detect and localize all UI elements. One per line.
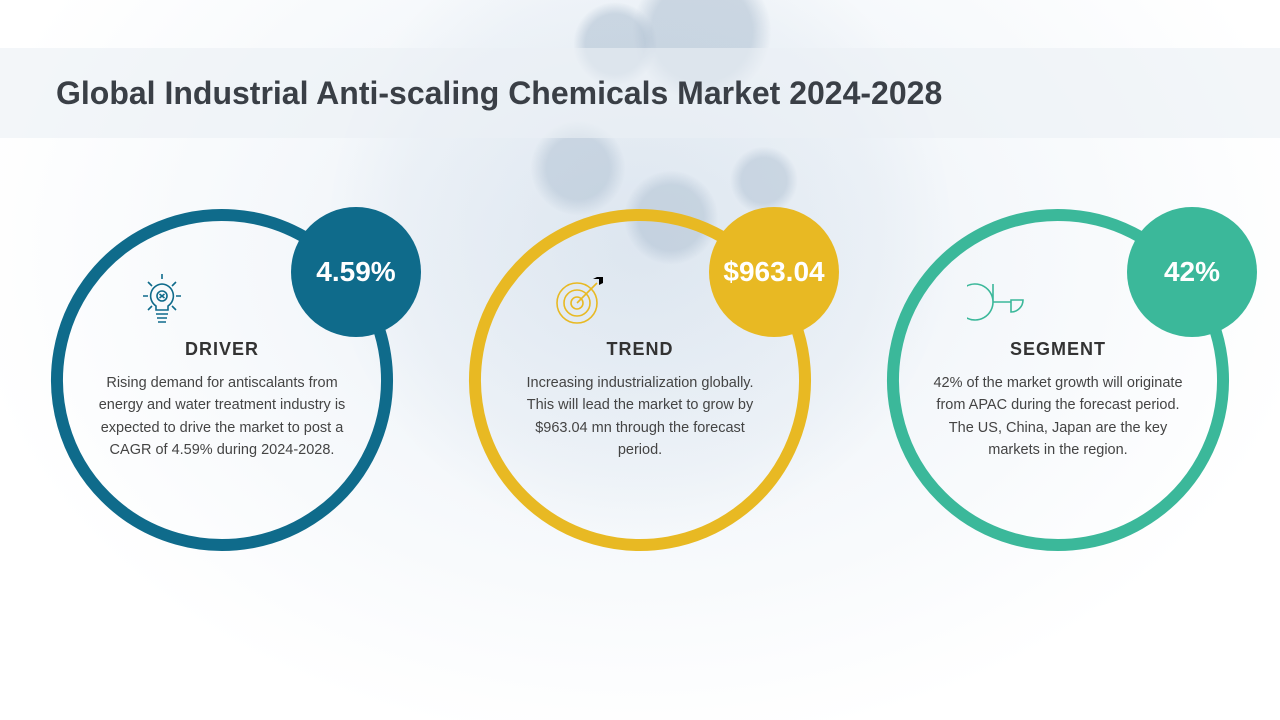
card-trend: $963.04 TREND Increasing industrializati… — [465, 205, 815, 555]
trend-description: Increasing industrialization globally. T… — [515, 372, 765, 462]
card-driver: 4.59% DRIVER Rising demand for antiscala… — [47, 205, 397, 555]
segment-heading: SEGMENT — [933, 339, 1183, 360]
segment-body: SEGMENT 42% of the market growth will or… — [933, 339, 1183, 462]
driver-metric: 4.59% — [316, 256, 395, 288]
trend-body: TREND Increasing industrialization globa… — [515, 339, 765, 462]
title-band: Global Industrial Anti-scaling Chemicals… — [0, 48, 1280, 138]
trend-heading: TREND — [515, 339, 765, 360]
driver-body: DRIVER Rising demand for antiscalants fr… — [97, 339, 347, 462]
trend-badge: $963.04 — [709, 207, 839, 337]
driver-description: Rising demand for antiscalants from ener… — [97, 372, 347, 462]
target-icon — [545, 269, 615, 331]
driver-badge: 4.59% — [291, 207, 421, 337]
card-segment: 42% SEGMENT 42% of the market growth wil… — [883, 205, 1233, 555]
segment-metric: 42% — [1164, 256, 1220, 288]
trend-metric: $963.04 — [723, 256, 824, 288]
driver-heading: DRIVER — [97, 339, 347, 360]
segment-badge: 42% — [1127, 207, 1257, 337]
lightbulb-icon — [127, 269, 197, 331]
pie-icon — [963, 269, 1033, 331]
segment-description: 42% of the market growth will originate … — [933, 372, 1183, 462]
page-title: Global Industrial Anti-scaling Chemicals… — [56, 75, 942, 112]
cards-row: 4.59% DRIVER Rising demand for antiscala… — [0, 205, 1280, 555]
